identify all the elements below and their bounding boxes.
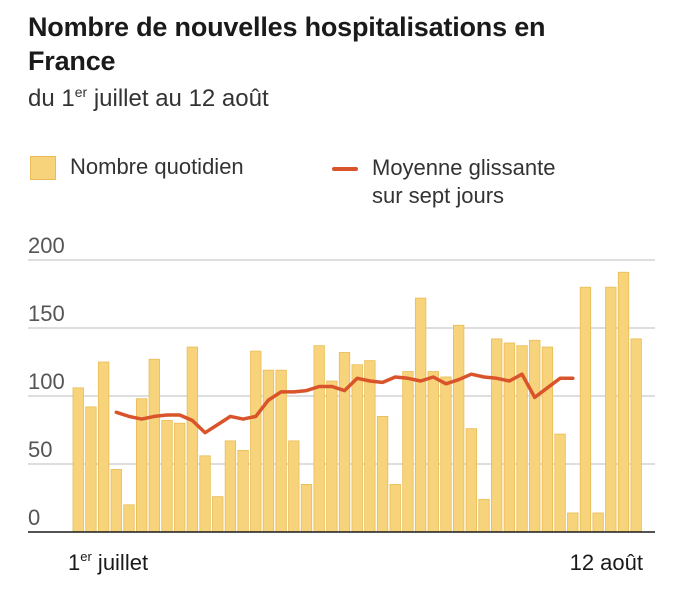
bar [529,339,541,533]
y-tick-label: 200 [28,233,65,258]
x-tick-label-start: 1er juillet [68,549,148,575]
bar [427,371,439,533]
bar [605,286,617,533]
bar [262,369,275,533]
bar [326,380,338,533]
bar [123,504,135,533]
legend-bar-swatch [30,156,56,180]
moving-average-line [114,372,575,435]
bar [554,433,566,533]
legend-line-swatch [332,167,358,171]
bar [414,297,427,533]
bar [503,342,516,533]
bar [630,338,642,533]
bar [148,358,160,533]
bar [224,440,237,533]
bar [592,512,604,533]
bar [300,483,313,533]
bar [440,376,452,533]
bar [338,352,351,533]
bar [313,345,325,533]
bar [288,440,300,533]
legend-line-label-2: sur sept jours [372,183,505,208]
bar [174,422,186,533]
bar [199,455,211,533]
y-tick-label: 150 [28,301,65,326]
y-tick-label: 100 [28,369,65,394]
legend-bar-label: Nombre quotidien [70,154,244,179]
bar [491,338,503,533]
y-tick-label: 50 [28,437,52,462]
subtitle-sup: er [74,84,88,100]
legend-line-label-1: Moyenne glissante [372,155,556,180]
bar [85,406,97,533]
bar [97,361,110,533]
subtitle-prefix: du 1 [28,85,75,112]
bar [389,483,401,533]
chart-subtitle: du 1er juillet au 12 août [28,84,269,113]
bar [237,449,249,533]
legend-line-label: Moyenne glissante sur sept jours [372,154,555,210]
bar [351,364,363,533]
bar [567,512,579,533]
bar [579,286,592,533]
bar [452,324,465,533]
bar [478,498,490,533]
bar [186,346,199,533]
bar [212,496,224,533]
bar [161,420,173,533]
y-tick-label: 0 [28,505,40,530]
bar [465,428,477,533]
bar [72,387,84,533]
bar [110,469,122,533]
bar [250,350,262,533]
subtitle-suffix: juillet au 12 août [87,85,269,112]
bar [402,371,414,533]
bar [541,346,554,533]
bar [617,271,630,533]
bar [376,415,389,533]
x-tick-label-end: 12 août [570,550,643,575]
bar [364,360,376,533]
chart-title: Nombre de nouvelles hospitalisations en … [28,12,546,76]
